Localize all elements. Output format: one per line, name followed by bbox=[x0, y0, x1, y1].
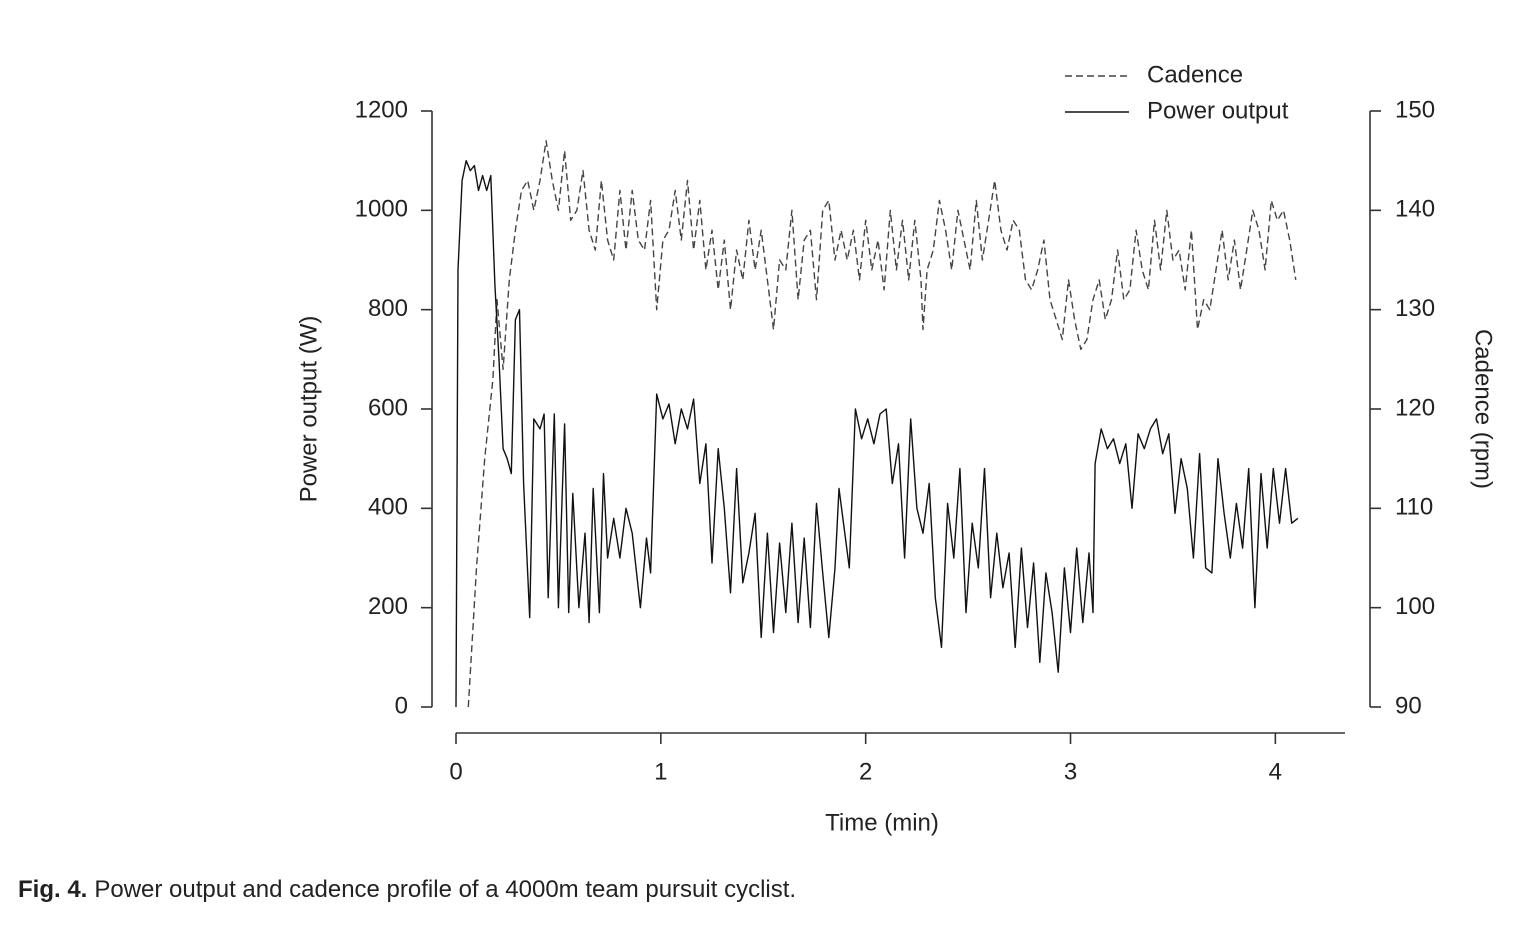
x-tick-label: 2 bbox=[859, 758, 872, 785]
x-tick-label: 4 bbox=[1269, 758, 1282, 785]
y2-tick-label: 120 bbox=[1395, 394, 1435, 421]
caption-text: Power output and cadence profile of a 40… bbox=[94, 876, 796, 903]
y2-tick-label: 140 bbox=[1395, 196, 1435, 223]
x-tick-label: 1 bbox=[654, 758, 667, 785]
y-tick-label: 200 bbox=[368, 593, 408, 620]
y-tick-label: 800 bbox=[368, 295, 408, 322]
y-axis-title: Power output (W) bbox=[295, 316, 322, 503]
y-tick-label: 600 bbox=[368, 394, 408, 421]
caption: Fig. 4. Power output and cadence profile … bbox=[18, 876, 796, 903]
y2-axis-title: Cadence (rpm) bbox=[1470, 329, 1497, 489]
legend-label: Power output bbox=[1147, 97, 1289, 124]
x-axis-title: Time (min) bbox=[825, 809, 939, 836]
y-tick-label: 1200 bbox=[355, 96, 408, 123]
legend-label: Cadence bbox=[1147, 61, 1243, 88]
y-tick-label: 1000 bbox=[355, 196, 408, 223]
y-tick-label: 400 bbox=[368, 494, 408, 521]
y2-tick-label: 150 bbox=[1395, 96, 1435, 123]
data-line bbox=[455, 160, 1299, 708]
x-tick-label: 3 bbox=[1064, 758, 1077, 785]
data-line bbox=[467, 140, 1297, 708]
y-tick-label: 0 bbox=[395, 692, 408, 719]
caption-label: Fig. 4. bbox=[18, 876, 87, 903]
x-tick-label: 0 bbox=[449, 758, 462, 785]
y2-tick-label: 110 bbox=[1395, 494, 1433, 521]
y2-tick-label: 130 bbox=[1395, 295, 1435, 322]
y2-tick-label: 100 bbox=[1395, 593, 1435, 620]
y2-tick-label: 90 bbox=[1395, 692, 1422, 719]
